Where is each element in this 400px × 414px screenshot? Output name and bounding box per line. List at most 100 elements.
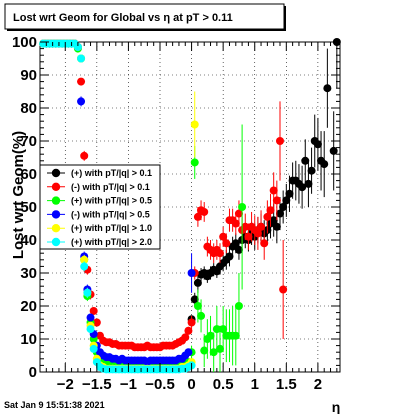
y-tick-label: 50 bbox=[20, 199, 37, 216]
legend-entry-label: (-) with pT/|q| > 0.5 bbox=[71, 209, 150, 219]
data-point bbox=[216, 249, 224, 258]
data-point bbox=[89, 306, 98, 315]
data-point bbox=[190, 158, 199, 167]
data-point bbox=[257, 222, 266, 231]
y-tick-label: 10 bbox=[20, 331, 37, 348]
data-point bbox=[184, 326, 193, 335]
data-point bbox=[197, 311, 206, 320]
data-point bbox=[216, 344, 224, 353]
x-axis-title: η bbox=[332, 399, 341, 414]
data-point bbox=[238, 203, 247, 211]
x-tick-label: −2 bbox=[57, 376, 74, 393]
data-point bbox=[193, 212, 202, 221]
legend-entry-label: (+) with pT/|q| > 1.0 bbox=[71, 223, 152, 233]
y-tick-label: 90 bbox=[20, 67, 37, 84]
data-point bbox=[279, 203, 288, 211]
data-point bbox=[279, 285, 288, 294]
data-point bbox=[92, 318, 101, 327]
data-point bbox=[187, 318, 196, 327]
data-point bbox=[231, 331, 240, 340]
data-point bbox=[184, 348, 193, 357]
footer-timestamp: Sat Jan 9 15:51:38 2021 bbox=[4, 400, 105, 410]
data-point bbox=[263, 212, 272, 221]
data-point bbox=[272, 196, 281, 205]
data-point bbox=[190, 120, 199, 129]
x-tick-label: 0.5 bbox=[213, 376, 234, 393]
data-point bbox=[298, 183, 307, 192]
y-tick-label: 30 bbox=[20, 265, 37, 282]
data-point bbox=[89, 344, 98, 353]
y-tick-label: 0 bbox=[29, 364, 37, 381]
y-tick-label: 100 bbox=[12, 34, 37, 51]
data-point bbox=[269, 216, 278, 225]
x-tick-label: −1 bbox=[120, 376, 137, 393]
data-point bbox=[301, 156, 310, 165]
data-point bbox=[260, 239, 269, 248]
data-point bbox=[231, 239, 240, 248]
data-point bbox=[209, 348, 218, 357]
data-point bbox=[219, 232, 228, 241]
x-tick-label: 1 bbox=[251, 376, 259, 393]
data-point bbox=[190, 295, 199, 304]
legend-box bbox=[39, 164, 161, 250]
data-point bbox=[241, 222, 250, 231]
y-tick-label: 60 bbox=[20, 166, 37, 183]
data-point bbox=[253, 229, 262, 238]
chart-title: Lost wrt Geom for Global vs η at pT > 0.… bbox=[13, 12, 233, 24]
data-point bbox=[219, 325, 228, 334]
data-point bbox=[77, 54, 86, 63]
data-point bbox=[77, 97, 86, 106]
chart-title-box: Lost wrt Geom for Global vs η at pT > 0.… bbox=[4, 3, 286, 31]
data-point bbox=[83, 288, 92, 297]
data-point bbox=[206, 331, 215, 340]
x-tick-label: 1.5 bbox=[276, 376, 297, 393]
data-point bbox=[86, 325, 95, 334]
data-point bbox=[282, 196, 291, 205]
data-point bbox=[323, 84, 332, 93]
data-point bbox=[73, 42, 82, 51]
data-point bbox=[269, 186, 278, 195]
data-point bbox=[234, 209, 243, 218]
data-point bbox=[200, 346, 209, 355]
data-point bbox=[231, 219, 240, 228]
legend-entry-label: (+) with pT/|q| > 2.0 bbox=[71, 237, 152, 247]
data-point bbox=[276, 137, 284, 145]
data-point bbox=[266, 206, 275, 215]
data-point bbox=[193, 302, 202, 310]
data-point bbox=[222, 239, 231, 248]
data-point bbox=[225, 252, 234, 261]
data-point bbox=[234, 302, 243, 310]
data-point bbox=[307, 166, 316, 175]
x-tick-label: −1.5 bbox=[82, 376, 112, 393]
data-point bbox=[86, 313, 95, 322]
data-point bbox=[272, 222, 281, 231]
data-point bbox=[276, 209, 284, 218]
x-tick-label: 0 bbox=[187, 376, 195, 393]
data-point bbox=[212, 325, 221, 334]
data-point bbox=[304, 179, 313, 188]
data-point bbox=[329, 146, 338, 155]
data-point bbox=[244, 232, 253, 241]
y-axis-title: Lost wrt Geom(%) bbox=[10, 131, 27, 259]
legend-entry-label: (-) with pT/|q| > 0.1 bbox=[71, 182, 150, 192]
data-point bbox=[80, 262, 89, 271]
data-point bbox=[187, 269, 196, 277]
legend-entry-label: (+) with pT/|q| > 0.5 bbox=[71, 196, 152, 206]
data-point bbox=[320, 160, 329, 169]
data-point bbox=[313, 140, 322, 149]
legend-entry-label: (+) with pT/|q| > 0.1 bbox=[71, 168, 152, 178]
data-point bbox=[77, 77, 86, 86]
data-point bbox=[181, 333, 190, 342]
data-point bbox=[285, 189, 294, 198]
y-tick-label: 70 bbox=[20, 133, 37, 150]
data-point bbox=[234, 245, 243, 254]
x-tick-label: 2 bbox=[314, 376, 322, 393]
y-tick-label: 80 bbox=[20, 100, 37, 117]
data-point bbox=[193, 278, 202, 287]
y-tick-label: 20 bbox=[20, 298, 37, 315]
data-point bbox=[80, 255, 89, 264]
data-point bbox=[80, 151, 89, 160]
x-tick-label: −0.5 bbox=[145, 376, 175, 393]
y-tick-label: 40 bbox=[20, 232, 37, 249]
